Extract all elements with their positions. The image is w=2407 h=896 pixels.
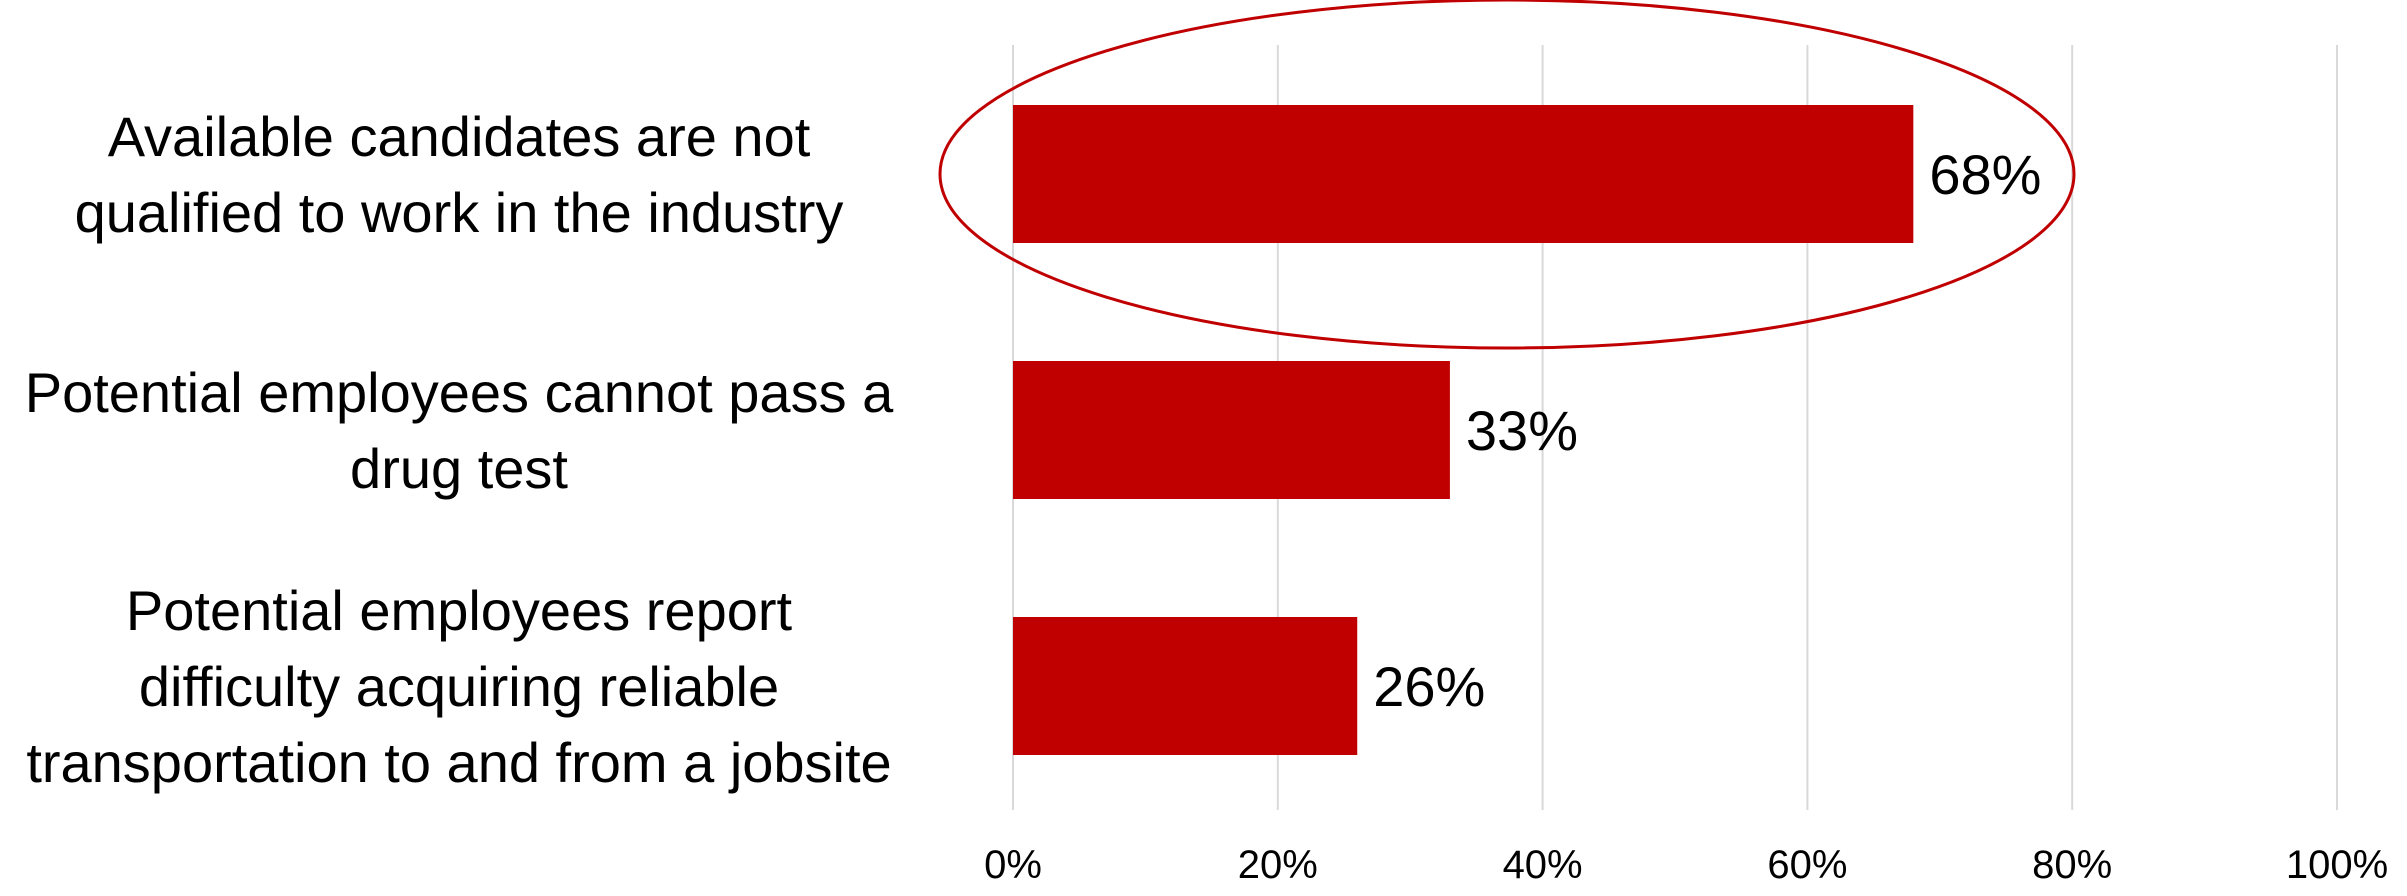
bars — [1013, 105, 1914, 755]
x-tick-label: 60% — [1767, 843, 1847, 887]
category-label-line: Potential employees report — [126, 579, 793, 642]
x-tick-label: 100% — [2286, 843, 2388, 887]
x-tick-label: 20% — [1238, 843, 1318, 887]
bar — [1013, 105, 1914, 243]
category-label-line: transportation to and from a jobsite — [26, 731, 891, 794]
category-labels: Available candidates are not qualified to… — [25, 105, 894, 794]
data-label: 33% — [1466, 399, 1578, 462]
category-label-line: Available candidates are not — [108, 105, 811, 168]
bar — [1013, 361, 1450, 499]
data-labels: 68% 33% 26% — [1373, 143, 2041, 718]
x-axis-tick-labels: 0% 20% 40% 60% 80% 100% — [984, 843, 2388, 887]
category-label-line: Potential employees cannot pass a — [25, 361, 894, 424]
data-label: 26% — [1373, 655, 1485, 718]
highlight-annotation — [938, 0, 2076, 350]
x-tick-label: 80% — [2032, 843, 2112, 887]
bar — [1013, 617, 1358, 755]
x-tick-label: 0% — [984, 843, 1042, 887]
category-label-line: drug test — [350, 437, 568, 500]
data-label: 68% — [1929, 143, 2041, 206]
category-label-line: qualified to work in the industry — [75, 181, 844, 244]
highlight-ellipse — [938, 0, 2076, 350]
x-tick-label: 40% — [1503, 843, 1583, 887]
category-label-line: difficulty acquiring reliable — [139, 655, 779, 718]
